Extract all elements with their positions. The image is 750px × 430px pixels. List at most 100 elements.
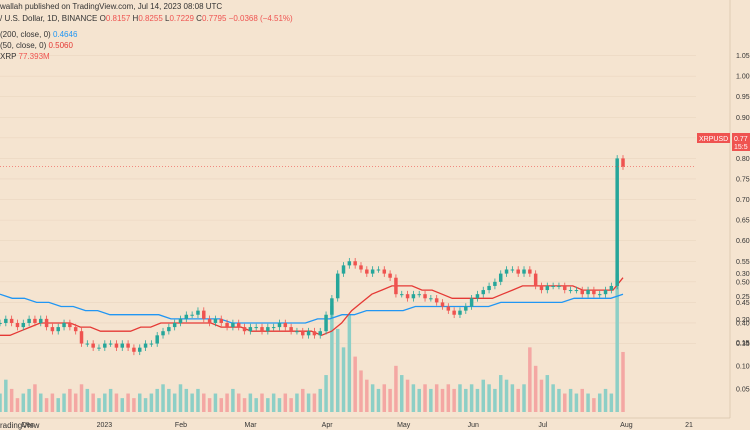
- price-tag-countdown: 15:5: [734, 144, 748, 151]
- candles: [0, 155, 625, 356]
- candle-body: [469, 298, 474, 307]
- candle-body: [248, 327, 253, 332]
- volume-bar: [39, 393, 43, 412]
- volume-bar: [528, 347, 532, 412]
- volume-tick-label: 0.05: [736, 386, 750, 393]
- candle-body: [44, 318, 49, 328]
- candle-body: [353, 261, 357, 266]
- candle-body: [9, 318, 14, 323]
- price-tick-label: 0.80: [736, 156, 750, 163]
- candle-body: [260, 327, 264, 332]
- candle-body: [289, 327, 293, 332]
- candle-body: [167, 327, 171, 332]
- volume-bar: [400, 375, 404, 412]
- volume-bar: [330, 305, 334, 412]
- candle-body: [498, 273, 503, 282]
- ma200-line: [0, 293, 624, 324]
- volume-bar: [289, 398, 293, 412]
- volume-legend[interactable]: XRP 77.393M: [0, 52, 50, 61]
- volume-bar: [184, 388, 189, 412]
- price-tag-price: 0.77: [734, 136, 748, 143]
- candle-body: [458, 310, 462, 315]
- tradingview-brand[interactable]: radingView: [0, 421, 39, 430]
- ma200-label: (200, close, 0): [0, 30, 51, 39]
- price-tick-label: 0.35: [736, 341, 750, 348]
- volume-bar: [33, 384, 37, 412]
- volume-bar: [394, 365, 398, 412]
- price-tick-label: 0.65: [736, 218, 750, 225]
- candle-body: [207, 318, 212, 323]
- candle-body: [21, 322, 26, 328]
- price-tick-label: 0.45: [736, 300, 750, 307]
- volume-bar: [248, 393, 253, 412]
- candle-body: [242, 327, 247, 332]
- volume-bar: [440, 388, 445, 412]
- candle-body: [271, 327, 276, 329]
- time-tick-label: Jun: [468, 422, 479, 429]
- price-axis[interactable]: 1.051.000.950.900.850.800.750.700.650.60…: [729, 0, 750, 418]
- volume-bar: [196, 388, 200, 412]
- candle-body: [172, 322, 177, 328]
- volume-bar: [603, 388, 608, 412]
- candle-body: [27, 318, 31, 323]
- candle-body: [394, 277, 398, 295]
- candle-body: [318, 331, 322, 336]
- volume-bar: [68, 388, 72, 412]
- candle-body: [190, 314, 194, 316]
- candle-body: [376, 269, 381, 271]
- volume-bar: [504, 379, 509, 412]
- ohlc-o-label: O: [99, 14, 106, 23]
- time-axis[interactable]: Dec 2023 Feb Mar Apr May Jun Jul Aug 21: [0, 417, 730, 429]
- volume-tick-label: 0.10: [736, 363, 750, 370]
- candle-body: [528, 269, 532, 274]
- candle-body: [411, 294, 416, 299]
- volume-bar: [370, 384, 375, 412]
- publish-info: wallah published on TradingView.com, Jul…: [0, 2, 222, 11]
- time-tick-label: Feb: [175, 422, 187, 429]
- time-tick-label: 21: [685, 422, 693, 429]
- time-tick-label: Apr: [322, 422, 334, 429]
- ohlc-l-label: L: [165, 14, 170, 23]
- grid: [0, 55, 696, 344]
- volume-bar: [522, 384, 526, 412]
- time-tick-label: May: [397, 422, 411, 429]
- volume-bar: [155, 388, 159, 412]
- price-tick-label: 0.50: [736, 279, 750, 286]
- ohlc-h-label: H: [132, 14, 139, 23]
- candle-body: [33, 318, 37, 323]
- volume-bar: [481, 379, 486, 412]
- volume-bar: [324, 375, 328, 412]
- ohlc-open: 0.8157: [105, 14, 131, 23]
- price-tick-label: 0.75: [736, 176, 750, 183]
- symbol-text: / U.S. Dollar, 1D, BINANCE: [0, 14, 98, 23]
- volume-bar: [283, 393, 288, 412]
- ma50-legend[interactable]: (50, close, 0) 0.5060: [0, 41, 73, 50]
- volume-bar: [277, 398, 282, 412]
- volume-bar: [312, 393, 317, 412]
- volume-bar: [56, 398, 60, 412]
- volume-bar: [551, 384, 555, 412]
- candle-body: [586, 290, 590, 295]
- publish-text: wallah published on TradingView.com, Jul…: [0, 2, 223, 11]
- volume-bar: [103, 393, 107, 412]
- volume-bar: [353, 356, 357, 412]
- ma200-legend[interactable]: (200, close, 0) 0.4646: [0, 30, 77, 39]
- candle-body: [440, 302, 445, 307]
- candle-body: [510, 269, 515, 271]
- candle-body: [597, 294, 602, 296]
- volume-bar: [126, 393, 130, 412]
- volume-bar: [21, 393, 26, 412]
- volume-bar: [359, 370, 363, 412]
- volume-bar: [411, 384, 416, 412]
- volume-bar: [73, 393, 78, 412]
- candle-body: [155, 335, 159, 344]
- volume-bar: [120, 398, 125, 412]
- volume-bar: [510, 384, 515, 412]
- ohlc-c-label: C: [196, 14, 202, 23]
- volume-bar: [586, 393, 590, 412]
- volume-bar: [365, 379, 369, 412]
- volume-tick-label: 0.25: [736, 294, 750, 301]
- candle-body: [306, 331, 311, 336]
